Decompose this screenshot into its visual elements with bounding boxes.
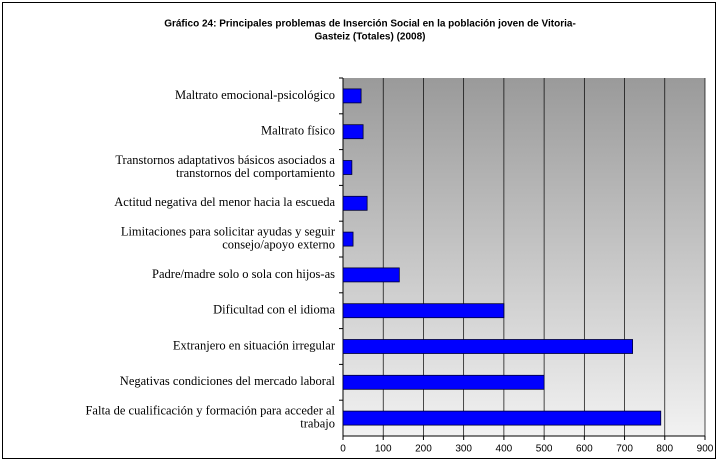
x-tick-label: 600	[576, 444, 593, 455]
y-tick-label: Dificultad con el idioma	[213, 303, 335, 317]
y-tick-label: Actitud negativa del menor hacia la escu…	[114, 195, 335, 209]
chart-title: Gráfico 24: Principales problemas de Ins…	[164, 18, 576, 42]
bar	[342, 410, 662, 426]
bar	[342, 267, 400, 283]
bar	[342, 339, 634, 354]
bar	[342, 124, 364, 140]
x-tick-label: 800	[656, 444, 673, 455]
y-tick-label: Maltrato físico	[261, 124, 335, 138]
y-tick-label: Negativas condiciones del mercado labora…	[120, 374, 336, 388]
y-tick-label: Maltrato emocional-psicológico	[175, 88, 335, 102]
x-tick-label: 400	[496, 444, 513, 455]
bar	[342, 231, 354, 247]
y-tick-label: Transtornos adaptativos básicos asociado…	[115, 153, 335, 180]
y-tick-label: Limitaciones para solicitar ayudas y seg…	[121, 224, 336, 251]
y-tick-label: Padre/madre solo o sola con hijos-as	[152, 267, 335, 281]
x-tick-label: 500	[536, 444, 553, 455]
x-tick-label: 100	[375, 444, 392, 455]
bar	[342, 88, 362, 104]
y-tick-label: Extranjero en situación irregular	[173, 338, 336, 352]
bar	[342, 374, 545, 390]
x-tick-label: 200	[415, 444, 432, 455]
x-tick-label: 0	[340, 444, 346, 455]
x-tick-label: 900	[697, 444, 714, 455]
x-tick-label: 700	[616, 444, 633, 455]
x-tick-label: 300	[455, 444, 472, 455]
bar	[342, 195, 368, 211]
y-tick-label: Falta de cualificación y formación para …	[85, 403, 335, 430]
bar	[342, 303, 505, 319]
bar	[342, 160, 353, 175]
